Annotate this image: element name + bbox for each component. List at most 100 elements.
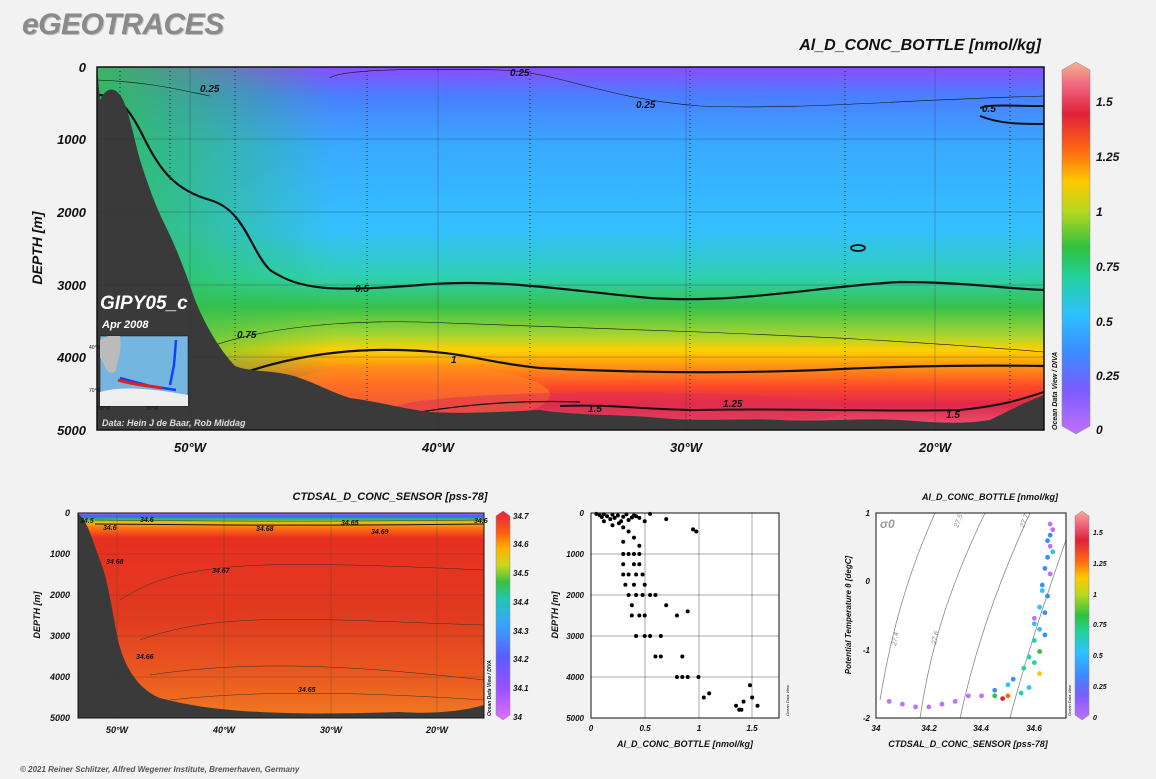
- colorbar-tick: 34.3: [513, 627, 529, 636]
- colorbar-tick: 34.6: [513, 540, 529, 549]
- x-tick: 1.5: [746, 724, 758, 733]
- x-tick: 34: [872, 724, 881, 733]
- profile-point: [674, 675, 679, 679]
- colorbar-tick: 34.2: [513, 655, 529, 664]
- ts-point: [1039, 582, 1045, 588]
- profile-point: [631, 552, 636, 556]
- profile-plot-area: [591, 513, 779, 718]
- profile-point: [737, 707, 742, 712]
- y-tick: 0: [65, 508, 70, 518]
- colorbar-tick: 34.4: [513, 598, 529, 607]
- profile-point: [696, 675, 701, 679]
- isopycnal-label: 27.6: [931, 631, 941, 647]
- profile-point: [605, 514, 610, 519]
- contour-label: 34.65: [341, 520, 359, 527]
- salinity-gridlines: [78, 513, 484, 718]
- main-y-ticks: 0 1000 2000 3000 4000 5000: [56, 60, 87, 438]
- station-lines: [119, 67, 1011, 420]
- colorbar-tick: 0.75: [1093, 622, 1107, 629]
- ts-point: [899, 701, 905, 707]
- y-tick: 3000: [50, 631, 70, 641]
- profile-point: [601, 519, 606, 524]
- ts-odv-label: Ocean Data View: [1067, 684, 1072, 716]
- profile-point: [685, 609, 690, 614]
- y-tick: 2000: [56, 205, 87, 220]
- ts-point: [1026, 685, 1032, 690]
- salinity-field: [78, 513, 484, 718]
- isopycnal-label: 27.7: [1019, 512, 1031, 529]
- ts-point: [1042, 610, 1048, 616]
- colorbar-tick: 34.7: [513, 512, 529, 521]
- ts-point: [1045, 593, 1050, 599]
- x-tick: 0.5: [639, 724, 651, 733]
- ts-point: [926, 704, 932, 710]
- y-tick: 4000: [565, 673, 584, 682]
- ts-point: [1031, 615, 1037, 621]
- y-tick: 1000: [50, 549, 70, 559]
- profile-point: [642, 613, 647, 618]
- isopycnal-label: 27.5: [953, 513, 965, 529]
- profile-point: [701, 695, 706, 700]
- ts-point: [1039, 588, 1045, 593]
- sigma-label: σ0: [880, 517, 895, 531]
- colorbar-tick: 0.25: [1096, 369, 1120, 383]
- x-tick: 40°W: [421, 440, 456, 455]
- y-tick: 0: [866, 577, 871, 586]
- ts-point: [1047, 521, 1053, 527]
- contour-1: [209, 348, 1044, 387]
- y-tick: 3000: [57, 278, 87, 293]
- y-tick: 1: [866, 509, 871, 518]
- profile-point: [648, 593, 653, 597]
- colorbar-tick: 34: [513, 713, 522, 722]
- contour-label: 1.25: [723, 399, 743, 410]
- ts-point: [1047, 571, 1053, 577]
- ts-colorbar: [1074, 510, 1090, 721]
- x-tick: 50°W: [106, 725, 130, 735]
- profile-point: [653, 654, 658, 659]
- inset-lon-label: 30°W: [146, 406, 159, 412]
- y-tick: 3000: [566, 632, 584, 641]
- profile-point: [653, 593, 658, 597]
- ts-point: [1037, 671, 1043, 677]
- salinity-x-ticks: 50°W 40°W 30°W 20°W: [106, 725, 450, 735]
- inset-lat-label: 40°S: [89, 345, 101, 351]
- inset-map: 40°S 70°S 60°W 30°W: [89, 335, 189, 412]
- ts-point: [1042, 632, 1048, 638]
- profile-point: [629, 613, 634, 618]
- ts-point: [1037, 626, 1043, 632]
- y-tick: 0: [79, 60, 87, 75]
- x-tick: 50°W: [174, 440, 208, 455]
- profile-point: [621, 525, 626, 530]
- colorbar-tick: 1.25: [1093, 561, 1107, 568]
- profile-point: [691, 527, 696, 532]
- profile-point: [610, 512, 615, 517]
- profile-point: [626, 552, 631, 556]
- profile-point: [637, 543, 642, 548]
- ts-point: [1050, 527, 1056, 533]
- main-gridlines: [97, 67, 1044, 430]
- y-tick: -1: [863, 646, 871, 655]
- x-tick: 0: [589, 724, 594, 733]
- profile-point: [599, 515, 604, 520]
- profile-point: [674, 613, 679, 618]
- profile-point: [631, 535, 636, 540]
- contour-label: 0.25: [636, 100, 656, 111]
- profile-point: [707, 691, 712, 696]
- isopycnal-labels: 27.4 27.5 27.6 27.7: [891, 512, 1031, 647]
- ts-plot-area: [876, 513, 1066, 718]
- data-credits: Data: Hein J de Baar, Rob Middag: [102, 418, 246, 428]
- contour-label: 34.67: [212, 568, 231, 575]
- x-tick: 34.6: [1026, 724, 1042, 733]
- x-tick: 34.2: [921, 724, 937, 733]
- ts-point: [1042, 566, 1048, 571]
- contour-label: 34.69: [371, 529, 389, 536]
- salinity-colorbar: [495, 510, 511, 721]
- inset-lat-label: 70°S: [89, 388, 101, 394]
- x-tick: 40°W: [212, 725, 237, 735]
- colorbar-tick: 34.1: [513, 684, 529, 693]
- profile-point: [634, 514, 639, 519]
- contour-label: 1.5: [588, 404, 602, 415]
- colorbar-tick: 0.5: [1096, 315, 1113, 329]
- salinity-contours: [94, 519, 484, 701]
